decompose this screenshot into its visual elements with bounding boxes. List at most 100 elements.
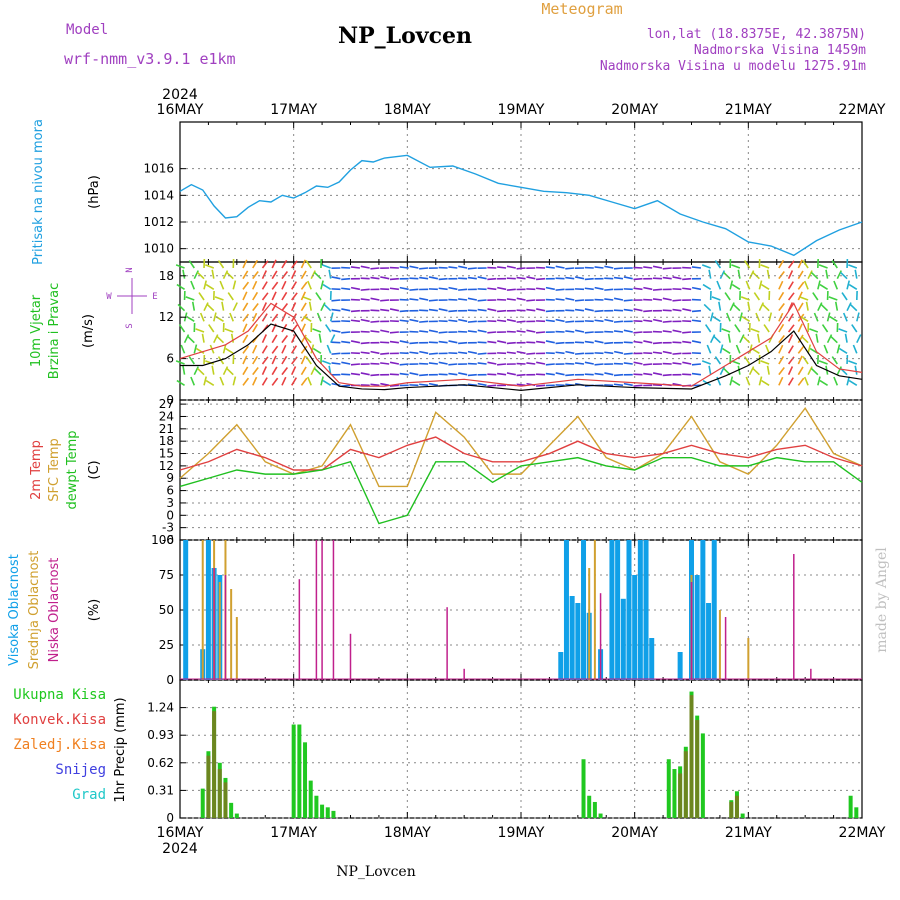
- wind-arrow: [844, 333, 848, 343]
- wind-arrow: [672, 308, 682, 312]
- wind-arrow: [307, 280, 312, 290]
- high-cloud-bar: [558, 652, 564, 680]
- high-cloud-bar: [581, 540, 587, 680]
- wind-arrow: [389, 287, 399, 291]
- low-cloud-bar: [690, 582, 693, 680]
- wind-arrow: [516, 373, 526, 377]
- wind-arrow: [226, 271, 234, 280]
- wind-arrow: [555, 265, 565, 269]
- wind-arrow: [242, 377, 250, 386]
- wind-arrow: [438, 287, 448, 291]
- wind-arrow: [271, 313, 279, 322]
- wind-arrow: [428, 299, 438, 302]
- wind-arrow: [350, 309, 360, 313]
- wind-arrow: [229, 312, 235, 322]
- wind-arrow: [222, 366, 229, 376]
- wind-arrow: [389, 277, 399, 281]
- wind-arrow: [766, 269, 770, 279]
- wind-arrow: [399, 286, 409, 291]
- wind-arrow: [604, 265, 614, 269]
- wind-arrow: [308, 301, 312, 311]
- wind-arrow: [190, 376, 196, 386]
- wind-arrow: [682, 340, 692, 344]
- wind-arrow: [604, 288, 614, 291]
- wind-arrow: [802, 356, 809, 365]
- wind-arrow: [613, 350, 624, 355]
- wind-arrow: [201, 333, 205, 343]
- wind-arrow: [848, 360, 858, 365]
- wind-arrow: [193, 270, 199, 280]
- wind-arrow: [633, 331, 643, 334]
- wind-arrow: [526, 276, 536, 280]
- wind-arrow: [291, 377, 298, 386]
- total-precip-bar: [587, 795, 592, 818]
- low-cloud-bar: [724, 617, 727, 680]
- wind-arrow: [380, 329, 390, 333]
- wind-arrow: [761, 283, 770, 291]
- y-tick-label: 75: [159, 568, 174, 582]
- conv-precip-bar: [683, 751, 688, 818]
- wind-arrow: [252, 302, 259, 312]
- y-tick-label: 1012: [143, 215, 174, 229]
- wind-arrow: [652, 288, 663, 291]
- wind-arrow: [222, 270, 229, 280]
- wind-arrow: [206, 303, 215, 312]
- wind-arrow: [252, 376, 258, 386]
- wind-arrow: [242, 281, 250, 290]
- mid-cloud-bar: [747, 638, 750, 680]
- day-label-bottom-3: 19MAY: [498, 825, 545, 841]
- wind-arrow: [193, 366, 199, 376]
- wind-arrow: [323, 303, 332, 312]
- low-cloud-bar: [332, 540, 335, 680]
- wind-arrow: [467, 383, 477, 387]
- wind-arrow: [604, 318, 614, 323]
- wind-arrow: [203, 302, 209, 312]
- wind-arrow: [565, 276, 575, 280]
- wind-arrow: [428, 308, 438, 312]
- wind-arrow: [487, 361, 497, 365]
- wind-arrow: [838, 328, 848, 333]
- wind-arrow: [350, 266, 361, 269]
- y-tick-label: 24: [159, 409, 174, 423]
- wind-arrow: [805, 301, 809, 311]
- wind-arrow: [803, 280, 809, 290]
- wind-arrow: [613, 330, 624, 333]
- total-precip-bar: [303, 742, 308, 818]
- wind-arrow: [807, 344, 812, 354]
- wind-arrow: [448, 319, 458, 323]
- wind-arrow: [193, 344, 198, 354]
- wind-arrow: [458, 318, 468, 323]
- total-precip-bar: [592, 801, 597, 818]
- wind-gust-line: [179, 302, 863, 387]
- wind-arrow: [691, 363, 701, 366]
- y-tick-label: 12: [159, 310, 174, 324]
- wind-arrow: [448, 286, 458, 291]
- wind-arrow: [252, 366, 259, 376]
- wind-arrow: [672, 276, 682, 280]
- wind-arrow: [613, 276, 624, 280]
- y-tick-label: 0.62: [147, 756, 174, 770]
- wind-arrow: [195, 328, 205, 333]
- wind-arrow: [281, 291, 288, 301]
- wind-arrow: [271, 355, 277, 365]
- wind-arrow: [778, 302, 785, 312]
- day-label-bottom-6: 22MAY: [839, 825, 886, 841]
- wind-arrow: [766, 365, 770, 375]
- wind-arrow: [555, 288, 565, 291]
- wind-arrow: [399, 266, 409, 269]
- wind-arrow: [841, 292, 848, 301]
- wind-arrow: [613, 373, 624, 377]
- wind-arrow: [419, 373, 429, 377]
- wind-arrow: [497, 319, 507, 323]
- wind-arrow: [709, 334, 716, 344]
- cloud-label-high: Visoka Oblacnost: [7, 554, 22, 666]
- wind-arrow: [787, 345, 794, 354]
- wind-arrow: [458, 288, 468, 291]
- wind-arrow: [458, 351, 468, 355]
- wind-arrow: [188, 356, 195, 365]
- wind-arrow: [823, 344, 829, 354]
- wind-arrow: [594, 309, 604, 313]
- wind-arrow: [360, 298, 370, 301]
- wind-arrow: [389, 308, 400, 312]
- wind-arrow: [252, 323, 259, 333]
